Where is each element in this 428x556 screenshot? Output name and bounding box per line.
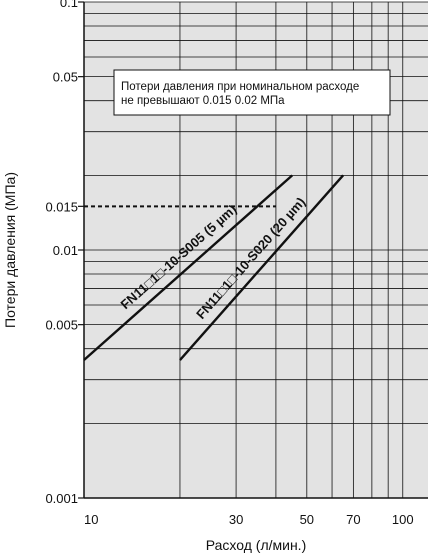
y-axis-title: Потери давления (МПа) <box>2 172 18 328</box>
annotation-line-2: не превышают 0.015 0.02 МПа <box>121 95 285 107</box>
x-tick-label: 100 <box>392 512 414 527</box>
y-tick-label: 0.01 <box>53 243 78 258</box>
y-tick-label: 0.1 <box>60 0 78 10</box>
series-line-2 <box>179 174 345 361</box>
x-tick-labels: 10 30 50 70 100 <box>84 512 414 527</box>
y-tick-label: 0.001 <box>45 491 78 506</box>
y-tick-labels: 0.001 0.005 0.01 0.015 0.05 0.1 <box>45 0 84 506</box>
annotation-frame <box>113 69 391 116</box>
annotation-box: Потери давления при номинальном расходе … <box>113 69 391 116</box>
x-axis-title: Расход (л/мин.) <box>206 537 307 553</box>
x-tick-label: 50 <box>300 512 314 527</box>
y-tick-label: 0.05 <box>53 70 78 85</box>
annotation-line-1: Потери давления при номинальном расходе <box>121 81 359 93</box>
series-line-1 <box>83 174 294 361</box>
y-tick-label: 0.015 <box>45 199 78 214</box>
x-tick-label: 70 <box>346 512 360 527</box>
series-lines <box>83 174 345 361</box>
y-tick-label: 0.005 <box>45 318 78 333</box>
x-tick-label: 10 <box>84 512 98 527</box>
x-tick-label: 30 <box>229 512 243 527</box>
